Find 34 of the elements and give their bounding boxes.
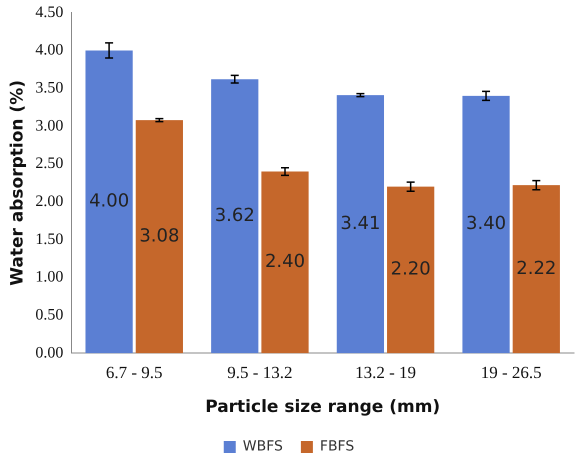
bar	[261, 172, 309, 354]
bar	[136, 120, 183, 354]
bar	[85, 50, 133, 354]
y-tick-label: 0.00	[35, 344, 64, 362]
x-axis-title: Particle size range (mm)	[205, 397, 440, 418]
data-label: 3.08	[139, 225, 180, 246]
x-tick-label: 9.5 - 13.2	[227, 362, 292, 382]
y-tick-label: 2.50	[35, 155, 64, 172]
y-tick-label: 1.00	[35, 268, 64, 286]
x-tick-label: 19 - 26.5	[480, 362, 542, 382]
x-tick-label: 6.7 - 9.5	[106, 362, 163, 382]
y-tick-label: 4.00	[35, 42, 64, 59]
data-label: 2.20	[390, 258, 431, 280]
data-label: 4.00	[89, 190, 130, 212]
bar	[211, 79, 258, 354]
x-tick-label: 13.2 - 19	[355, 362, 416, 382]
bar	[462, 96, 510, 354]
y-tick-label: 0.50	[35, 306, 64, 324]
bar	[336, 95, 384, 354]
bar	[512, 185, 560, 354]
y-tick-label: 1.50	[35, 230, 64, 248]
data-label: 2.40	[264, 251, 306, 272]
data-label: 2.22	[516, 258, 556, 279]
y-tick-label: 4.50	[35, 4, 64, 21]
data-label: 3.40	[466, 213, 506, 234]
y-tick-label: 3.00	[35, 117, 64, 134]
y-tick-label: 3.50	[35, 79, 64, 96]
legend-label: WBFS	[242, 438, 284, 455]
y-tick-label: 2.00	[35, 193, 64, 210]
legend-label: FBFS	[320, 438, 354, 455]
bar	[387, 186, 434, 354]
y-axis-title: Water absorption (%)	[8, 80, 28, 286]
data-label: 3.62	[214, 204, 255, 226]
data-label: 3.41	[340, 212, 380, 234]
